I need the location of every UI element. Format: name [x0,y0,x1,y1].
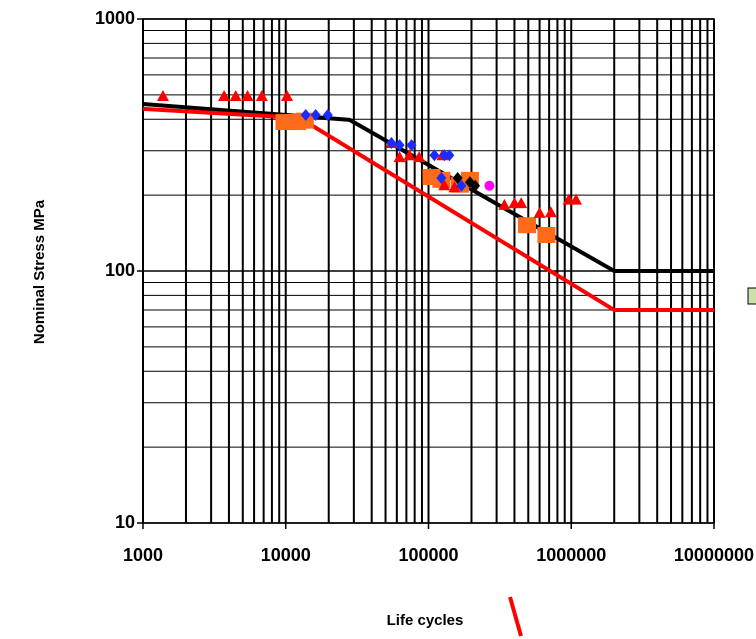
x-tick-label: 100000 [398,545,458,565]
triangle-marker [515,197,528,209]
triangle-marker [498,198,511,210]
triangle-marker [403,149,416,161]
triangle-marker [413,151,426,163]
triangle-marker [570,193,583,205]
legend-fragment [747,287,756,305]
triangle-marker [156,89,169,101]
circle-marker [484,180,495,191]
diamond-marker [300,108,311,121]
triangle-marker [533,206,546,218]
curve [142,101,714,273]
y-axis-label: Nominal Stress MPa [31,199,48,344]
triangle-marker [229,89,242,101]
y-tick-label: 10 [115,512,135,532]
decoration-line [508,596,523,637]
triangle-marker [448,181,461,193]
triangle-marker [255,89,268,101]
diamond-marker [386,137,397,150]
x-tick-label: 1000000 [536,545,606,565]
triangle-marker [241,89,254,101]
square-marker [537,226,556,243]
y-tick-label: 1000 [95,8,135,28]
x-tick-label: 10000 [261,545,311,565]
curve [142,106,714,313]
square-marker [518,217,537,234]
diamond-marker [322,108,333,121]
triangle-marker [544,206,557,218]
triangle-marker [280,89,293,101]
x-tick-label: 1000 [123,545,163,565]
diamond-marker [429,149,440,162]
y-tick-label: 100 [105,260,135,280]
diamond-marker [470,179,481,192]
diamond-marker [439,149,450,162]
diamond-marker [436,171,447,184]
x-tick-label: 10000000 [674,545,754,565]
triangle-marker [218,89,231,101]
diamond-marker [452,171,463,184]
diamond-marker [310,108,321,121]
diamond-marker [456,179,467,192]
triangle-marker [438,179,451,191]
x-axis-label: Life cycles [387,612,464,629]
diamond-marker [394,139,405,152]
diamond-marker [444,149,455,162]
diamond-marker [406,139,417,152]
triangle-marker [393,151,406,163]
